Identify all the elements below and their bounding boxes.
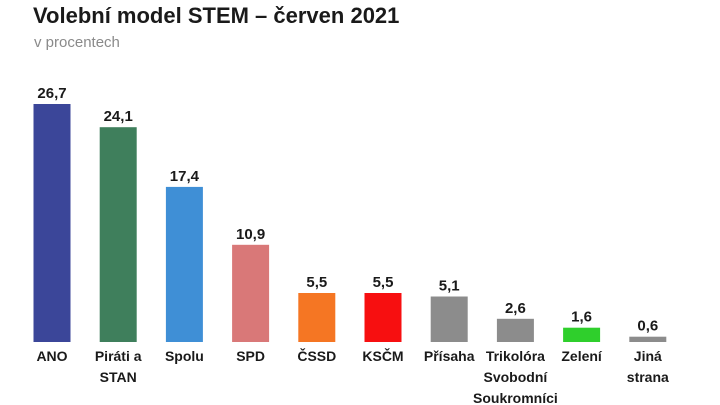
bar-0 (33, 104, 71, 342)
bar-6 (430, 296, 468, 342)
bar-7 (496, 318, 534, 342)
category-label-4: ČSSD (297, 347, 336, 364)
category-label-1: Piráti a STAN (95, 348, 142, 385)
category-label-9: Jiná strana (627, 348, 669, 385)
chart-title: Volební model STEM – červen 2021 (33, 3, 400, 28)
value-label-2: 17,4 (170, 168, 200, 185)
value-label-7: 2,6 (505, 300, 526, 317)
value-label-0: 26,7 (37, 85, 66, 102)
category-label-6: Přísaha (424, 348, 475, 364)
bar-5 (364, 293, 402, 342)
category-label-3: SPD (236, 348, 265, 364)
category-label-5: KSČM (362, 347, 403, 364)
bar-9 (629, 336, 667, 342)
value-label-9: 0,6 (637, 318, 658, 335)
value-label-1: 24,1 (104, 108, 133, 125)
category-label-2: Spolu (165, 348, 204, 364)
bar-3 (232, 244, 270, 342)
category-label-0: ANO (36, 348, 67, 364)
value-label-5: 5,5 (373, 274, 394, 291)
bar-4 (298, 293, 336, 342)
value-label-3: 10,9 (236, 226, 265, 243)
bar-2 (165, 186, 203, 342)
value-label-4: 5,5 (306, 274, 327, 291)
value-label-6: 5,1 (439, 278, 460, 295)
chart-subtitle: v procentech (34, 34, 120, 51)
category-label-8: Zelení (561, 348, 603, 364)
category-label-7: Trikolóra Svobodní Soukromníci (473, 348, 558, 405)
bar-1 (99, 127, 137, 342)
bar-8 (563, 327, 601, 342)
value-label-8: 1,6 (571, 309, 592, 326)
